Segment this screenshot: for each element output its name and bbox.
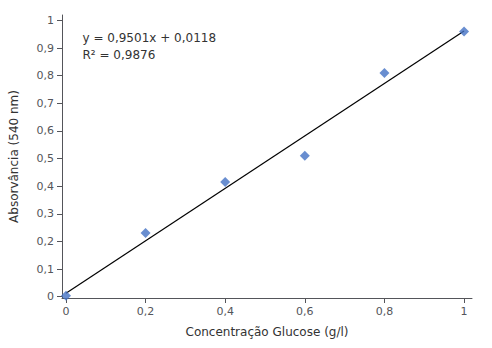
svg-text:0,4: 0,4: [37, 180, 55, 193]
svg-text:R² = 0,9876: R² = 0,9876: [83, 48, 156, 62]
svg-text:0,6: 0,6: [37, 124, 55, 137]
svg-text:1: 1: [47, 14, 54, 27]
svg-text:y = 0,9501x + 0,0118: y = 0,9501x + 0,0118: [83, 31, 217, 45]
svg-text:0,8: 0,8: [376, 305, 394, 318]
svg-text:0,9: 0,9: [37, 42, 55, 55]
svg-text:0,7: 0,7: [37, 97, 55, 110]
svg-text:0,3: 0,3: [37, 207, 55, 220]
svg-text:0,8: 0,8: [37, 69, 55, 82]
svg-text:0,5: 0,5: [37, 152, 55, 165]
svg-text:0,2: 0,2: [37, 235, 55, 248]
svg-text:0,4: 0,4: [216, 305, 234, 318]
svg-text:0: 0: [47, 290, 54, 303]
svg-text:0,2: 0,2: [137, 305, 155, 318]
svg-text:0,6: 0,6: [296, 305, 314, 318]
svg-text:0: 0: [62, 305, 69, 318]
svg-text:Absorvância (540 nm): Absorvância (540 nm): [7, 90, 21, 223]
svg-text:Concentração Glucose (g/l): Concentração Glucose (g/l): [186, 325, 349, 339]
svg-text:1: 1: [461, 305, 468, 318]
svg-text:0,1: 0,1: [37, 263, 55, 276]
